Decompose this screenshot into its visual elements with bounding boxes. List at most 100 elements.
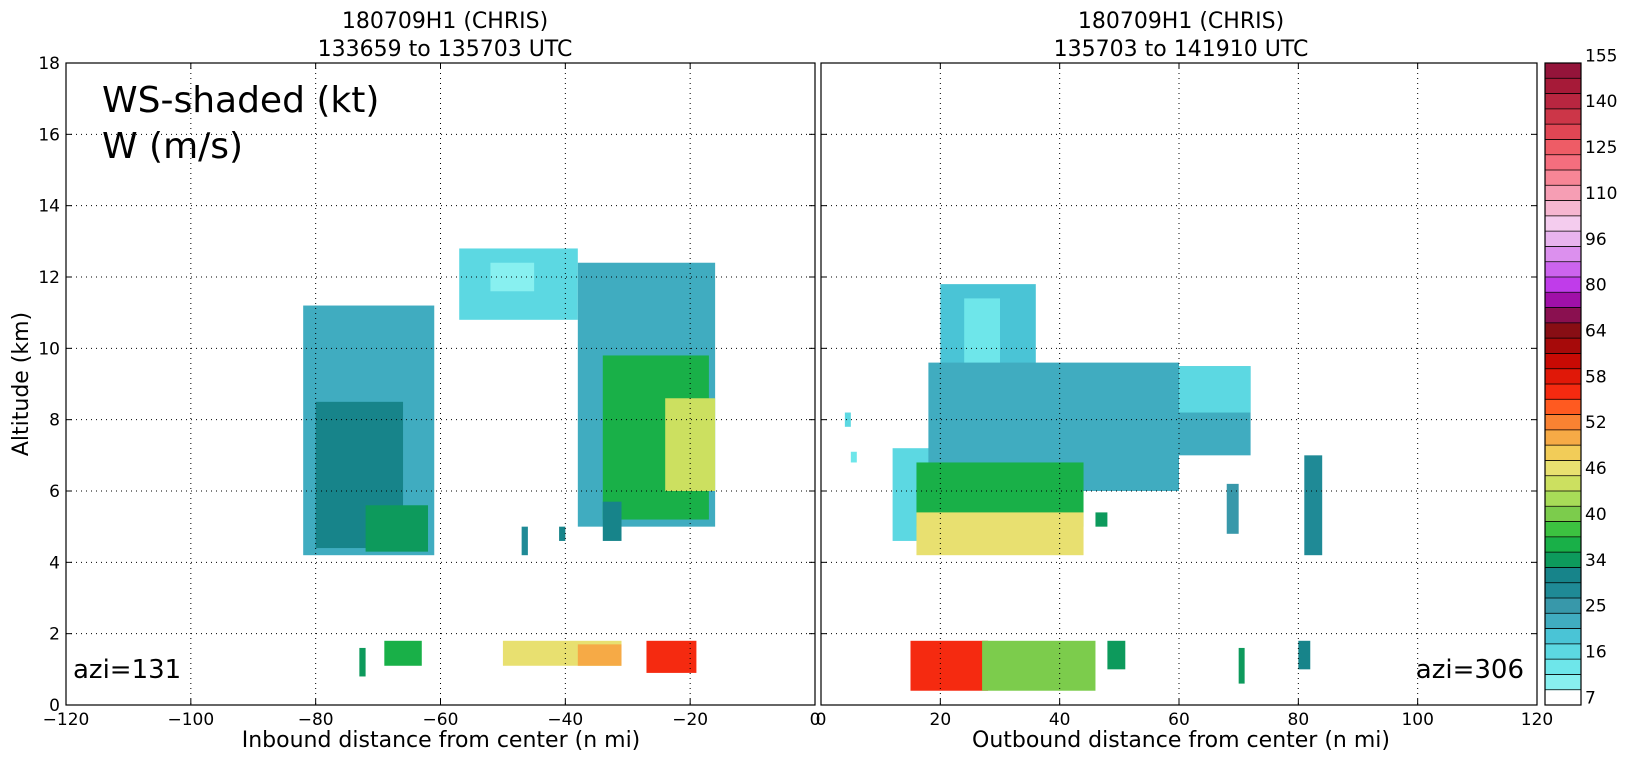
colorbar-swatch xyxy=(1545,552,1581,568)
x-tick-label: −120 xyxy=(43,710,90,730)
colorbar-swatch xyxy=(1545,154,1581,171)
colorbar-swatch xyxy=(1545,139,1581,156)
colorbar-swatch xyxy=(1545,643,1581,660)
colorbar-swatch xyxy=(1545,78,1581,95)
colorbar: 7 16 25 34 40 46 52 58 64 80 96 110 125 140 155 xyxy=(1544,46,1617,708)
right-x-axis-label: Outbound distance from center (n mi) xyxy=(972,728,1390,753)
grid-lines xyxy=(821,63,1537,705)
colorbar-swatch xyxy=(1545,261,1581,278)
colorbar-tick-label: 140 xyxy=(1585,92,1617,112)
right-subtitle: 135703 to 141910 UTC xyxy=(1054,37,1309,62)
colorbar-swatch xyxy=(1545,429,1581,446)
colorbar-swatch xyxy=(1545,445,1581,461)
ws-region-10 xyxy=(559,526,566,541)
ws-region-16 xyxy=(1238,647,1245,684)
colorbar-swatch xyxy=(1545,277,1581,293)
ws-region-14 xyxy=(577,644,622,666)
ws-region-1 xyxy=(850,451,857,463)
ws-region-14 xyxy=(982,640,1096,691)
colorbar-swatch xyxy=(1545,368,1581,385)
y-tick-label: 18 xyxy=(38,54,60,74)
y-tick-label: 12 xyxy=(38,268,60,288)
left-title: 180709H1 (CHRIS) xyxy=(342,9,548,34)
colorbar-swatch xyxy=(1545,414,1581,431)
ws-region-9 xyxy=(916,512,1084,556)
left-subtitle: 133659 to 135703 UTC xyxy=(318,37,573,62)
colorbar-swatch xyxy=(1545,613,1581,630)
x-tick-label: 0 xyxy=(810,710,821,730)
colorbar-tick-label: 96 xyxy=(1585,230,1607,250)
colorbar-swatch xyxy=(1545,491,1581,507)
colorbar-swatch xyxy=(1545,170,1581,186)
colorbar-tick-label: 40 xyxy=(1585,505,1607,525)
colorbar-swatch xyxy=(1545,231,1581,247)
ws-region-7 xyxy=(1179,366,1251,413)
colorbar-swatch xyxy=(1545,246,1581,263)
ws-region-9 xyxy=(521,526,528,556)
y-tick-label: 14 xyxy=(38,197,60,217)
ws-region-13 xyxy=(910,640,989,691)
colorbar-tick-label: 125 xyxy=(1585,138,1617,158)
colorbar-swatch xyxy=(1545,399,1581,416)
colorbar-swatch xyxy=(1545,506,1581,523)
ws-region-11 xyxy=(359,647,366,677)
y-tick-label: 10 xyxy=(38,339,60,359)
y-axis-label: Altitude (km) xyxy=(9,312,34,456)
right-title: 180709H1 (CHRIS) xyxy=(1078,9,1284,34)
ws-region-17 xyxy=(1298,640,1311,670)
colorbar-swatch xyxy=(1545,124,1581,140)
colorbar-tick-label: 110 xyxy=(1585,184,1617,204)
colorbar-tick-label: 7 xyxy=(1585,688,1596,708)
ws-region-12 xyxy=(384,640,422,666)
colorbar-swatch xyxy=(1545,598,1581,614)
colorbar-swatch xyxy=(1545,460,1581,477)
x-tick-label: −60 xyxy=(423,710,459,730)
left-plot-area: −120 −100 −80 −60 −40 −20 0 0 2 4 6 8 10 12 14 16 18 xyxy=(38,54,820,730)
colorbar-tick-label: 16 xyxy=(1585,643,1607,663)
colorbar-swatch xyxy=(1545,521,1581,538)
y-tick-label: 16 xyxy=(38,125,60,145)
colorbar-swatch xyxy=(1545,338,1581,354)
colorbar-swatch xyxy=(1545,307,1581,324)
right-azimuth-label: azi=306 xyxy=(1416,655,1524,685)
colorbar-tick-label: 52 xyxy=(1585,413,1607,433)
x-tick-label: 100 xyxy=(1401,710,1433,730)
colorbar-tick-label: 46 xyxy=(1585,459,1607,479)
colorbar-tick-label: 34 xyxy=(1585,551,1607,571)
colorbar-tick-label: 25 xyxy=(1585,597,1607,617)
ws-legend-label: WS-shaded (kt) xyxy=(102,80,379,121)
x-tick-label: −100 xyxy=(167,710,214,730)
colorbar-swatch xyxy=(1545,674,1581,691)
colorbar-swatch xyxy=(1545,689,1581,706)
x-tick-label: 0 xyxy=(816,710,827,730)
colorbar-swatch xyxy=(1545,93,1581,110)
colorbar-swatch xyxy=(1545,475,1581,492)
colorbar-tick-label: 58 xyxy=(1585,367,1607,387)
colorbar-tick-label: 64 xyxy=(1585,322,1607,342)
ws-region-11 xyxy=(1226,483,1239,534)
colorbar-swatch xyxy=(1545,659,1581,675)
grid-lines xyxy=(66,63,815,705)
x-tick-label: 80 xyxy=(1288,710,1310,730)
colorbar-swatch xyxy=(1545,108,1581,125)
x-tick-label: −80 xyxy=(298,710,334,730)
colorbar-swatch xyxy=(1545,63,1581,79)
x-tick-label: −20 xyxy=(672,710,708,730)
colorbar-swatch xyxy=(1545,200,1581,217)
y-tick-label: 2 xyxy=(49,625,60,645)
x-tick-label: −40 xyxy=(547,710,583,730)
x-tick-label: 120 xyxy=(1521,710,1553,730)
ws-region-10 xyxy=(1095,512,1108,527)
ws-region-8 xyxy=(602,501,622,541)
colorbar-frame xyxy=(1544,62,1582,706)
x-tick-label: 60 xyxy=(1168,710,1190,730)
left-x-axis-label: Inbound distance from center (n mi) xyxy=(242,728,641,753)
w-legend-label: W (m/s) xyxy=(102,126,243,167)
y-tick-label: 4 xyxy=(49,553,60,573)
left-panel: 180709H1 (CHRIS) 133659 to 135703 UTC −1… xyxy=(9,9,820,753)
x-tick-label: 40 xyxy=(1049,710,1071,730)
colorbar-swatch xyxy=(1545,384,1581,400)
y-tick-label: 0 xyxy=(49,696,60,716)
ws-region-12 xyxy=(1304,455,1323,556)
